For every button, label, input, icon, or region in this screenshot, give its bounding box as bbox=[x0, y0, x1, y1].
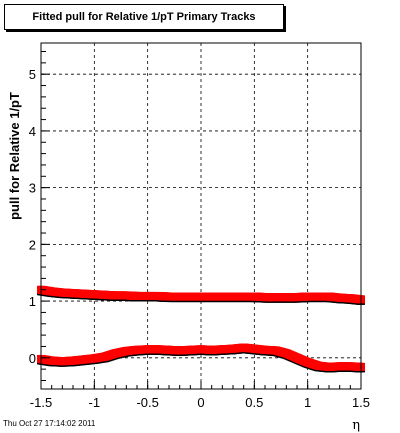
grid-lines bbox=[41, 43, 361, 389]
data-markers bbox=[37, 285, 365, 373]
y-tick-label: 1 bbox=[29, 294, 36, 309]
x-tick-label: 1.5 bbox=[352, 395, 370, 410]
series-0 bbox=[37, 285, 365, 305]
y-tick-label: 4 bbox=[29, 124, 36, 139]
y-tick-label: 3 bbox=[29, 181, 36, 196]
axes: -1.5 -1 -0.5 0 0.5 1 1.5 0 1 2 3 4 5 bbox=[29, 51, 370, 410]
x-tick-label: -0.5 bbox=[136, 395, 158, 410]
x-axis-label: η bbox=[352, 418, 360, 433]
chart-title: Fitted pull for Relative 1/pT Primary Tr… bbox=[4, 4, 284, 30]
y-tick-label: 0 bbox=[29, 351, 36, 366]
y-tick-label: 5 bbox=[29, 67, 36, 82]
timestamp: Thu Oct 27 17:14:02 2011 bbox=[3, 419, 96, 428]
x-tick-label: 0.5 bbox=[245, 395, 263, 410]
y-axis-label: pull for Relative 1/pT bbox=[7, 92, 22, 220]
x-tick-label: -1.5 bbox=[30, 395, 52, 410]
y-tick-label: 2 bbox=[29, 237, 36, 252]
x-tick-label: 1 bbox=[304, 395, 311, 410]
x-tick-label: 0 bbox=[197, 395, 204, 410]
x-tick-label: -1 bbox=[89, 395, 101, 410]
